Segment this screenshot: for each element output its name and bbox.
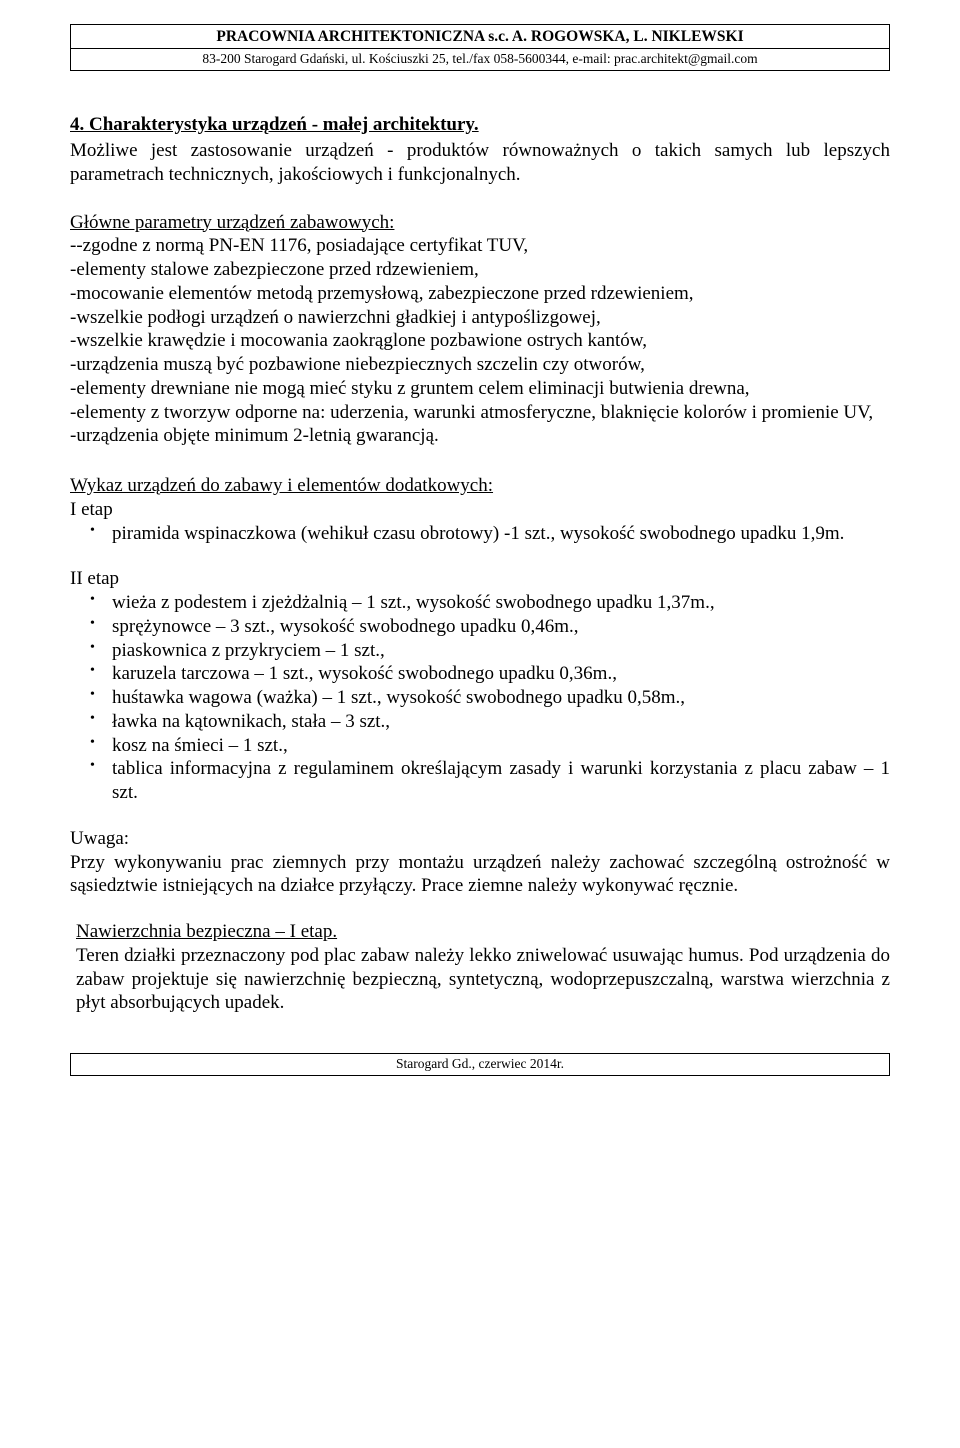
main-parameters-line: -wszelkie krawędzie i mocowania zaokrągl…: [70, 329, 890, 353]
list-item: piaskownica z przykryciem – 1 szt.,: [70, 639, 890, 663]
note-label: Uwaga:: [70, 827, 890, 851]
stage-1-list: piramida wspinaczkowa (wehikuł czasu obr…: [70, 522, 890, 546]
list-item: tablica informacyjna z regulaminem okreś…: [70, 757, 890, 805]
main-parameters-line: -elementy drewniane nie mogą mieć styku …: [70, 377, 890, 401]
list-item: huśtawka wagowa (ważka) – 1 szt., wysoko…: [70, 686, 890, 710]
main-parameters-line: -urządzenia objęte minimum 2-letnią gwar…: [70, 424, 890, 448]
surface-heading: Nawierzchnia bezpieczna – I etap.: [76, 920, 890, 944]
header-contact: 83-200 Starogard Gdański, ul. Kościuszki…: [71, 49, 889, 70]
list-item: ławka na kątownikach, stała – 3 szt.,: [70, 710, 890, 734]
header-company: PRACOWNIA ARCHITEKTONICZNA s.c. A. ROGOW…: [71, 25, 889, 49]
note-block: Uwaga: Przy wykonywaniu prac ziemnych pr…: [70, 827, 890, 898]
document-footer: Starogard Gd., czerwiec 2014r.: [70, 1053, 890, 1076]
main-parameters-line: --zgodne z normą PN-EN 1176, posiadające…: [70, 234, 890, 258]
main-parameters-line: -wszelkie podłogi urządzeń o nawierzchni…: [70, 306, 890, 330]
section-4-title: 4. Charakterystyka urządzeń - małej arch…: [70, 113, 890, 137]
surface-block: Nawierzchnia bezpieczna – I etap. Teren …: [76, 920, 890, 1015]
main-parameters-heading: Główne parametry urządzeń zabawowych:: [70, 211, 890, 235]
equipment-list-heading: Wykaz urządzeń do zabawy i elementów dod…: [70, 474, 890, 498]
document-header: PRACOWNIA ARCHITEKTONICZNA s.c. A. ROGOW…: [70, 24, 890, 71]
list-item: kosz na śmieci – 1 szt.,: [70, 734, 890, 758]
section-4-intro: Możliwe jest zastosowanie urządzeń - pro…: [70, 139, 890, 187]
main-parameters-line: -urządzenia muszą być pozbawione niebezp…: [70, 353, 890, 377]
surface-text: Teren działki przeznaczony pod plac zaba…: [76, 944, 890, 1015]
main-parameters-line: -elementy stalowe zabezpieczone przed rd…: [70, 258, 890, 282]
note-text: Przy wykonywaniu prac ziemnych przy mont…: [70, 851, 890, 899]
stage-2-list: wieża z podestem i zjeżdżalnią – 1 szt.,…: [70, 591, 890, 805]
equipment-list-block: Wykaz urządzeń do zabawy i elementów dod…: [70, 474, 890, 805]
list-item: karuzela tarczowa – 1 szt., wysokość swo…: [70, 662, 890, 686]
list-item: sprężynowce – 3 szt., wysokość swobodneg…: [70, 615, 890, 639]
main-parameters-line: -mocowanie elementów metodą przemysłową,…: [70, 282, 890, 306]
main-parameters-line: -elementy z tworzyw odporne na: uderzeni…: [70, 401, 890, 425]
stage-2-label: II etap: [70, 567, 890, 591]
list-item: wieża z podestem i zjeżdżalnią – 1 szt.,…: [70, 591, 890, 615]
section-4: 4. Charakterystyka urządzeń - małej arch…: [70, 113, 890, 186]
stage-1-label: I etap: [70, 498, 890, 522]
list-item: piramida wspinaczkowa (wehikuł czasu obr…: [70, 522, 890, 546]
main-parameters-block: Główne parametry urządzeń zabawowych: --…: [70, 211, 890, 449]
